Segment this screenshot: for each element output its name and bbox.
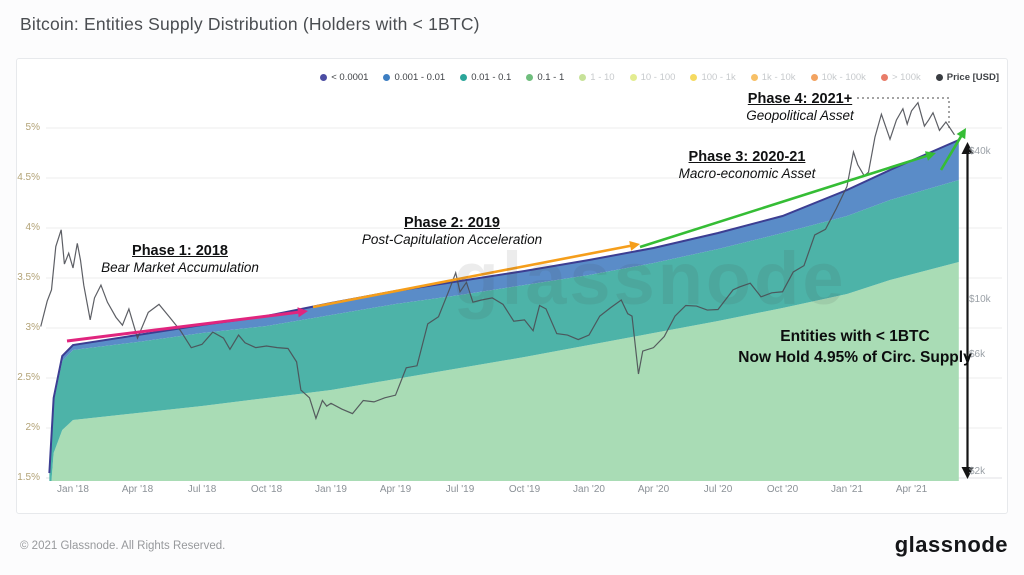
legend-dot-icon — [750, 74, 758, 81]
phase4-trend-arrow — [939, 132, 965, 171]
legend-dot-icon — [690, 74, 698, 81]
area-band-0.01-0.1 — [49, 180, 959, 481]
legend-dot-icon — [880, 74, 888, 81]
legend-item-label: 10 - 100 — [640, 72, 676, 83]
legend-item-label: 100 - 1k — [701, 72, 736, 83]
phase4-trend-arrow-head — [956, 128, 966, 140]
legend-item-label: 1k - 10k — [761, 72, 796, 83]
phase3-trend-arrow — [639, 153, 931, 249]
legend-item[interactable]: 0.1 - 1 — [526, 72, 564, 83]
legend-item[interactable]: 0.01 - 0.1 — [460, 72, 511, 83]
legend-item[interactable]: 10 - 100 — [629, 72, 676, 83]
phase2-trend-arrow-head — [629, 240, 640, 251]
legend-item-label: 1 - 10 — [590, 72, 615, 83]
legend-item[interactable]: 1 - 10 — [579, 72, 615, 83]
legend-item-label: 0.001 - 0.01 — [394, 72, 446, 83]
legend-item[interactable]: 100 - 1k — [690, 72, 736, 83]
phase2-trend-arrow — [312, 243, 635, 309]
legend-dot-icon — [810, 74, 818, 81]
supply-range-arrow-head-top — [961, 142, 974, 154]
copyright-text: © 2021 Glassnode. All Rights Reserved. — [20, 540, 226, 552]
legend-item-label: 0.1 - 1 — [537, 72, 565, 83]
legend-dot-icon — [320, 74, 328, 81]
legend-item-label: < 0.0001 — [331, 72, 369, 83]
legend-item-label: 0.01 - 0.1 — [471, 72, 512, 83]
legend-item[interactable]: 10k - 100k — [810, 72, 866, 83]
legend-item[interactable]: 1k - 10k — [750, 72, 796, 83]
legend-item[interactable]: 0.001 - 0.01 — [383, 72, 445, 83]
price-line — [40, 101, 955, 421]
glassnode-logo: glassnode — [894, 532, 1008, 557]
legend-item-label: 10k - 100k — [821, 72, 866, 83]
legend-item-label: > 100k — [891, 72, 921, 83]
legend-item[interactable]: Price [USD] — [935, 72, 999, 83]
chart-legend: < 0.0001 0.001 - 0.01 0.01 - 0.1 0.1 - 1 1 -… — [320, 72, 999, 83]
area-band-0.1-1 — [49, 262, 959, 481]
legend-dot-icon — [935, 74, 943, 81]
legend-item[interactable]: < 0.0001 — [320, 72, 368, 83]
legend-dot-icon — [629, 74, 637, 81]
legend-item-label: Price [USD] — [946, 72, 999, 83]
legend-dot-icon — [383, 74, 391, 81]
page-title: Bitcoin: Entities Supply Distribution (H… — [20, 14, 480, 34]
phase1-trend-arrow — [66, 310, 303, 343]
supply-range-arrow-head-bottom — [961, 467, 974, 479]
legend-item[interactable]: > 100k — [880, 72, 921, 83]
legend-dot-icon — [460, 74, 468, 81]
phase4-dotted-connector — [857, 97, 950, 131]
legend-dot-icon — [526, 74, 534, 81]
legend-dot-icon — [579, 74, 587, 81]
phase3-trend-arrow-head — [924, 151, 936, 161]
phase1-trend-arrow-head — [297, 307, 308, 318]
